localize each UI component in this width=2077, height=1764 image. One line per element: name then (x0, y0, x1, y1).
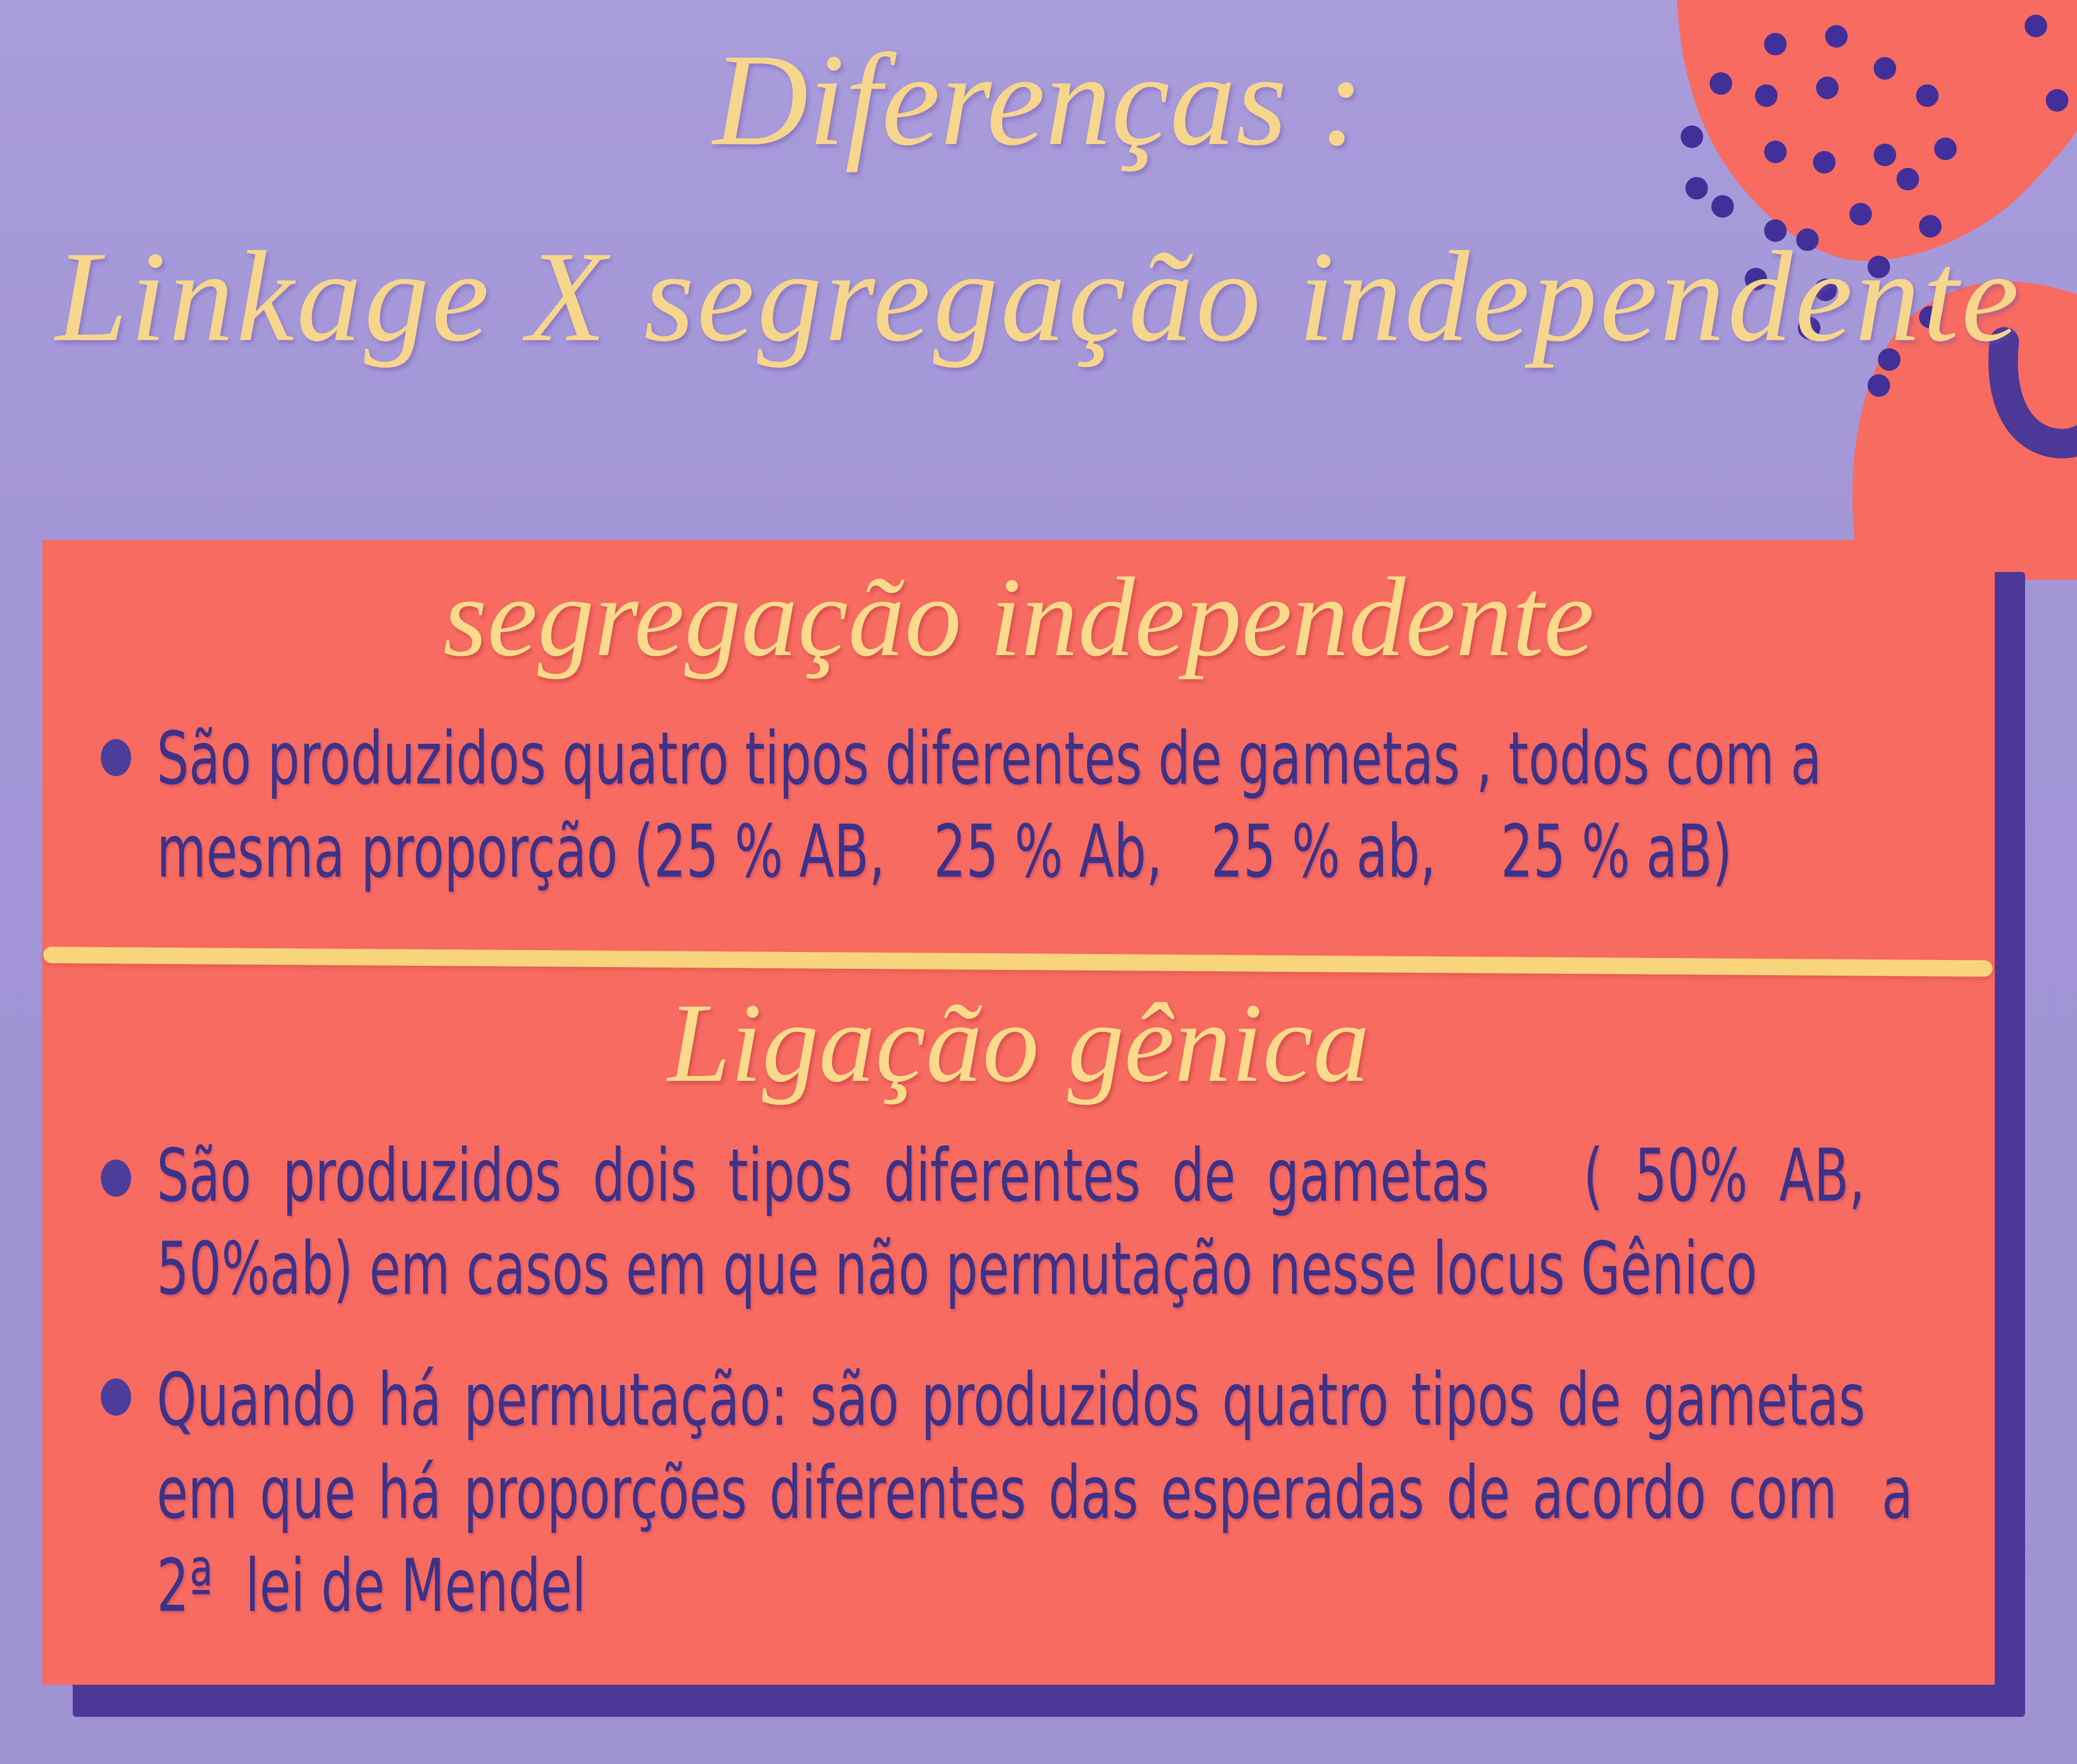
purple-arc-shape (1988, 327, 2077, 459)
bullet-item: Quando há permutação: são produzidos qua… (42, 1353, 1995, 1632)
bullet-dot (101, 1378, 131, 1416)
bullet-dot (101, 1160, 131, 1197)
bullet-line: 50%ab) em casos em que não permutação ne… (157, 1226, 1757, 1311)
bullet-line: Quando há permutação: são produzidos qua… (157, 1357, 1865, 1442)
bullet-line: em que há proporções diferentes das espe… (157, 1450, 1913, 1535)
corner-decoration (1558, 0, 2077, 580)
bullet-text: São produzidos dois tipos diferentes de … (157, 1129, 1995, 1315)
section-heading-segregacao-independente: segregação independente (443, 554, 1595, 680)
bullet-dot (101, 739, 131, 776)
bullet-line: 2ª lei de Mendel (157, 1543, 586, 1628)
bullet-line: São produzidos quatro tipos diferentes d… (157, 716, 1822, 801)
section-heading-ligacao-genica: Ligação gênica (667, 980, 1370, 1105)
page-subtitle: Linkage X segregação independente (55, 225, 2022, 368)
bullet-text: São produzidos quatro tipos diferentes d… (157, 712, 1995, 898)
coral-blob-top (1677, 0, 2077, 261)
coral-blob-bottom (1852, 281, 2077, 580)
bullet-item: São produzidos quatro tipos diferentes d… (42, 712, 1995, 898)
polka-dots-pattern (1681, 15, 2068, 397)
bullet-line: São produzidos dois tipos diferentes de … (157, 1133, 1865, 1218)
page-title: Diferenças : (713, 26, 1364, 173)
bullet-line: mesma proporção (25 % AB, 25 % Ab, 25 % … (157, 809, 1732, 894)
content-card: segregação independente São produzidos q… (42, 540, 1995, 1685)
bullet-text: Quando há permutação: são produzidos qua… (157, 1353, 1995, 1632)
bullet-item: São produzidos dois tipos diferentes de … (42, 1129, 1995, 1315)
decor-graphic (1677, 0, 2077, 580)
section-divider (43, 947, 1993, 977)
